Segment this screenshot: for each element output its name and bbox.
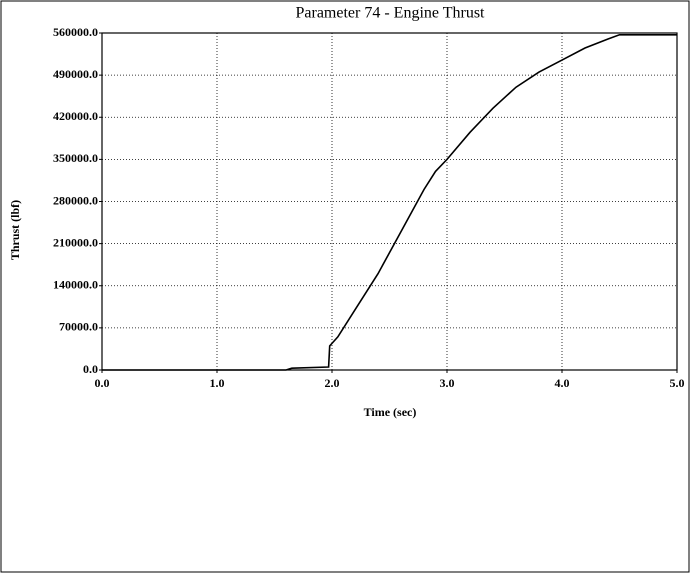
x-tick-label: 4.0	[555, 376, 570, 390]
y-tick-label: 560000.0	[53, 25, 98, 39]
y-tick-label: 0.0	[83, 362, 98, 376]
x-tick-label: 2.0	[325, 376, 340, 390]
y-tick-label: 350000.0	[53, 151, 98, 165]
x-axis-label: Time (sec)	[364, 405, 417, 419]
y-tick-label: 70000.0	[59, 320, 98, 334]
plot-area	[101, 32, 678, 371]
x-tick-label: 3.0	[440, 376, 455, 390]
line-series	[102, 34, 677, 371]
x-tick-label: 0.0	[95, 376, 110, 390]
y-tick-label: 210000.0	[53, 235, 98, 249]
chart-title: Parameter 74 - Engine Thrust	[296, 5, 486, 22]
y-tick-label: 140000.0	[53, 278, 98, 292]
y-tick-label: 280000.0	[53, 193, 98, 207]
x-tick-label: 1.0	[210, 376, 225, 390]
x-tick-label: 5.0	[670, 376, 685, 390]
y-tick-label: 420000.0	[53, 109, 98, 123]
y-tick-label: 490000.0	[53, 67, 98, 81]
y-axis-label: Thrust (lbf)	[8, 200, 22, 260]
